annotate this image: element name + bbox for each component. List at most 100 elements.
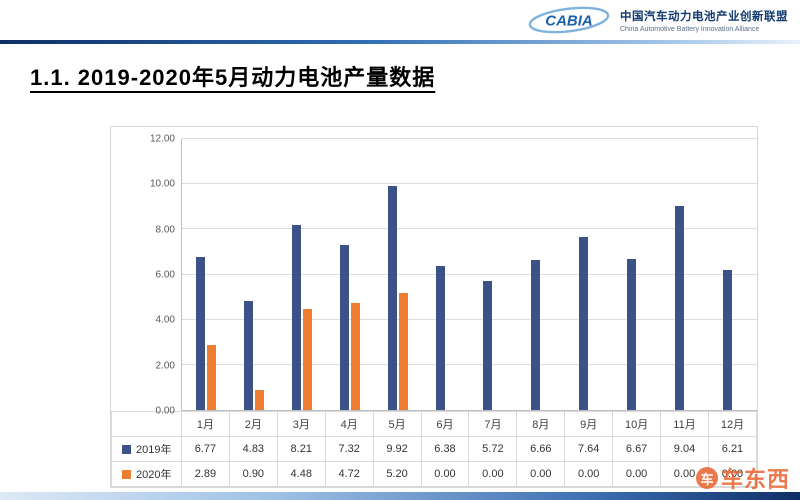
org-name-cn: 中国汽车动力电池产业创新联盟	[620, 10, 788, 23]
bar-group-3月	[278, 139, 326, 410]
bottom-bar	[0, 492, 800, 500]
bar-2019年-9月	[579, 237, 589, 410]
month-label: 10月	[612, 411, 662, 437]
y-tick-label: 10.00	[149, 178, 175, 190]
month-header-row: 1月 2月 3月 4月 5月 6月 7月 8月 9月 10月 11月 12月	[111, 411, 758, 437]
value-cell: 0.90	[228, 461, 278, 487]
header: CABIA 中国汽车动力电池产业创新联盟 China Automotive Ba…	[0, 0, 800, 40]
bars-row	[182, 139, 757, 410]
gridline	[182, 318, 757, 320]
plot-area	[181, 138, 757, 411]
month-label: 1月	[181, 411, 230, 437]
org-name-block: 中国汽车动力电池产业创新联盟 China Automotive Battery …	[620, 8, 788, 33]
bar-2019年-8月	[531, 259, 541, 410]
bar-group-7月	[470, 139, 518, 410]
bar-2020年-1月	[206, 344, 216, 410]
value-cell: 0.00	[420, 461, 470, 487]
month-label: 3月	[276, 411, 326, 437]
value-cell: 4.72	[324, 461, 374, 487]
month-label: 8月	[516, 411, 566, 437]
value-cell: 0.00	[468, 461, 518, 487]
cabia-logo-text: CABIA	[545, 13, 593, 30]
series-row-2020年: 2020年 2.89 0.90 4.48 4.72 5.20 0.00 0.00 0.00 0.0…	[111, 461, 758, 487]
header-divider	[0, 40, 800, 44]
value-cell: 5.20	[372, 461, 422, 487]
org-name-en: China Automotive Battery Innovation Alli…	[620, 25, 760, 33]
value-cell: 9.04	[660, 436, 709, 462]
bar-2019年-6月	[435, 265, 445, 410]
plot-row: 0.00 2.00 4.00 6.00 8.00 10.00 12.00	[111, 134, 757, 417]
bar-group-10月	[613, 139, 661, 410]
bar-2019年-2月	[243, 300, 253, 410]
value-cell: 6.77	[181, 436, 230, 462]
month-label: 4月	[324, 411, 374, 437]
cabia-logo: CABIA 中国汽车动力电池产业创新联盟 China Automotive Ba…	[526, 5, 788, 35]
month-label: 9月	[564, 411, 614, 437]
bar-group-1月	[182, 139, 230, 410]
value-cell: 6.66	[516, 436, 566, 462]
y-tick-label: 2.00	[155, 360, 175, 372]
month-label: 7月	[468, 411, 518, 437]
month-label: 11月	[660, 411, 709, 437]
y-tick-label: 8.00	[155, 224, 175, 236]
bar-2019年-3月	[291, 224, 301, 410]
bar-2020年-5月	[398, 292, 408, 410]
bar-2019年-1月	[195, 257, 205, 410]
legend-label: 2019年	[136, 444, 172, 456]
bar-group-11月	[661, 139, 709, 410]
legend-label: 2020年	[136, 469, 172, 481]
legend-swatch-icon	[122, 470, 131, 479]
bar-group-5月	[374, 139, 422, 410]
value-cell: 7.64	[564, 436, 614, 462]
bar-2020年-3月	[302, 308, 312, 410]
value-cell: 8.21	[276, 436, 326, 462]
watermark-text: 车东西	[720, 467, 790, 492]
value-cell: 0.00	[564, 461, 614, 487]
bar-2019年-12月	[723, 269, 733, 410]
bar-2019年-4月	[339, 244, 349, 410]
bar-group-8月	[517, 139, 565, 410]
bar-2020年-4月	[350, 303, 360, 410]
bar-group-2月	[230, 139, 278, 410]
value-cell: 5.72	[468, 436, 518, 462]
gridline	[182, 228, 757, 230]
bar-group-9月	[565, 139, 613, 410]
month-label: 5月	[372, 411, 422, 437]
bar-group-6月	[422, 139, 470, 410]
value-cell: 2.89	[181, 461, 230, 487]
value-cell: 6.38	[420, 436, 470, 462]
y-tick-label: 6.00	[155, 269, 175, 281]
y-tick-label: 0.00	[155, 405, 175, 417]
legend-swatch-icon	[122, 445, 131, 454]
bar-2019年-10月	[627, 259, 637, 410]
gridline	[182, 363, 757, 365]
y-tick-label: 4.00	[155, 314, 175, 326]
value-cell: 4.48	[276, 461, 326, 487]
gridline	[182, 183, 757, 185]
value-cell: 4.83	[228, 436, 278, 462]
cabia-logo-icon: CABIA	[526, 5, 612, 35]
series-row-2019年: 2019年 6.77 4.83 8.21 7.32 9.92 6.38 5.72 6.66 7.6…	[111, 436, 758, 462]
watermark-badge-icon: 车	[695, 467, 718, 489]
month-label: 6月	[420, 411, 470, 437]
bar-2019年-7月	[483, 280, 493, 410]
month-label: 12月	[707, 411, 758, 437]
legend-cell: 2019年	[111, 436, 182, 462]
bar-2019年-11月	[675, 205, 685, 410]
month-label: 2月	[228, 411, 278, 437]
watermark: 车 车东西	[695, 462, 790, 494]
gridline	[182, 273, 757, 275]
y-axis: 0.00 2.00 4.00 6.00 8.00 10.00 12.00	[111, 134, 181, 417]
page-title: 1.1. 2019-2020年5月动力电池产量数据	[30, 65, 436, 90]
data-table: 1月 2月 3月 4月 5月 6月 7月 8月 9月 10月 11月 12月 2019年 6.77 4.83…	[111, 411, 758, 487]
bar-2019年-5月	[387, 185, 397, 410]
value-cell: 6.21	[707, 436, 758, 462]
y-tick-label: 12.00	[149, 133, 175, 145]
bar-group-4月	[326, 139, 374, 410]
legend-cell: 2020年	[111, 461, 182, 487]
battery-production-chart: 0.00 2.00 4.00 6.00 8.00 10.00 12.00 1月 2月 3月 4月 5…	[110, 126, 758, 488]
gridline	[182, 138, 757, 139]
bar-group-12月	[709, 139, 757, 410]
value-cell: 9.92	[372, 436, 422, 462]
